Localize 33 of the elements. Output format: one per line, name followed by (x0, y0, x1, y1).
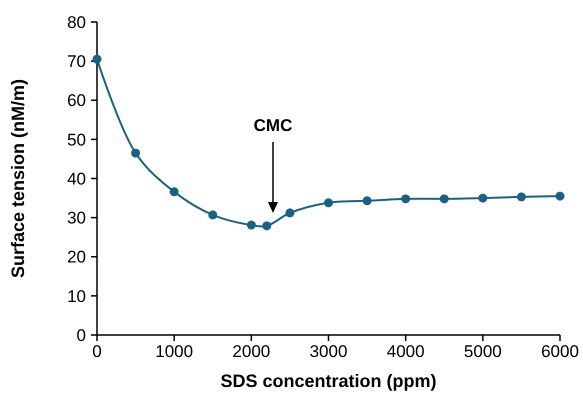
point (401, 194, 410, 204)
y-tick-label: 50 (67, 130, 86, 150)
x-tick-label: 2000 (232, 342, 270, 361)
annotation: CMC (254, 116, 292, 135)
y-tick-label: 10 (67, 286, 86, 306)
point (478, 194, 488, 203)
x-axis-title: SDS concentration (ppm) (220, 371, 437, 391)
point (556, 192, 564, 201)
y-tick-label: 60 (67, 91, 86, 110)
y-tick-label: 0 (76, 326, 86, 345)
y-tick-label: 40 (67, 169, 86, 188)
y-tick-label: 20 (67, 248, 86, 267)
point (170, 187, 179, 196)
point (516, 192, 526, 202)
point (208, 210, 218, 220)
x-tick-label: 1000 (155, 342, 194, 361)
y-tick-label: 70 (67, 52, 86, 72)
x-tick-label: 5000 (464, 342, 502, 361)
point (324, 198, 333, 208)
y-tick-label: 30 (67, 208, 86, 228)
point (362, 196, 372, 206)
x-tick-label: 3000 (310, 342, 348, 361)
x-tick-label: 4000 (386, 342, 425, 361)
x-tick-label: 0 (92, 342, 102, 361)
point (262, 221, 272, 230)
point (440, 194, 449, 204)
point (246, 220, 256, 230)
point (285, 208, 294, 218)
point (92, 54, 102, 64)
y-tick-label: 80 (67, 12, 86, 32)
point (131, 148, 140, 158)
y-axis-title: Surface tension (nM/m) (8, 78, 28, 278)
x-tick-label: 6000 (541, 342, 579, 361)
